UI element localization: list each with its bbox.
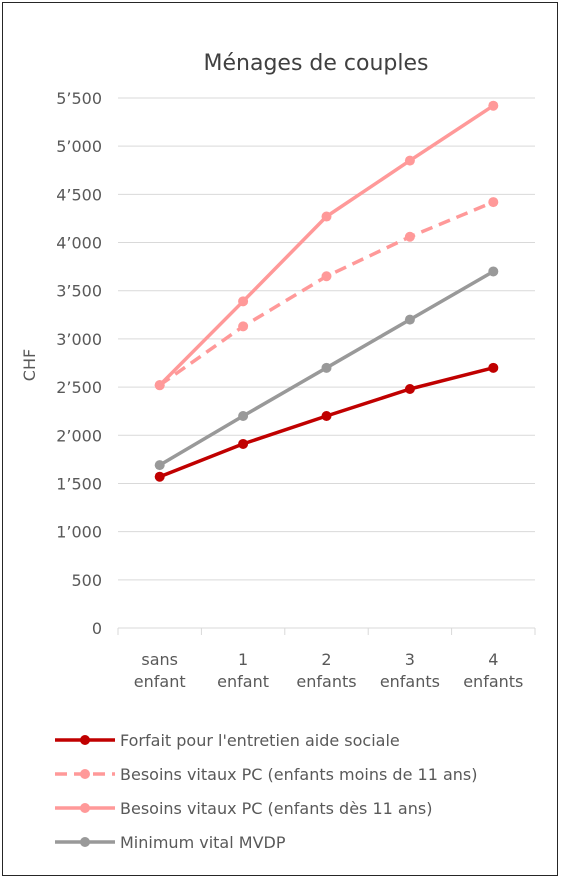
y-tick-label: 500	[71, 571, 102, 590]
y-tick-label: 2’500	[56, 378, 102, 397]
legend-label: Besoins vitaux PC (enfants dès 11 ans)	[120, 799, 432, 818]
y-tick-label: 4’500	[56, 185, 102, 204]
data-point	[322, 212, 332, 222]
y-tick-label: 2’000	[56, 426, 102, 445]
data-point	[238, 321, 248, 331]
data-point	[155, 380, 165, 390]
legend-swatch-marker	[80, 735, 90, 745]
x-tick-label: sans enfant	[134, 650, 186, 691]
data-point	[155, 460, 165, 470]
legend-item-3: Besoins vitaux PC (enfants dès 11 ans)	[55, 799, 432, 818]
data-point	[488, 363, 498, 373]
y-tick-label: 1’000	[56, 523, 102, 542]
data-point	[405, 232, 415, 242]
data-point	[488, 101, 498, 111]
data-point	[238, 439, 248, 449]
series-line	[160, 202, 494, 385]
legend-label: Forfait pour l'entretien aide sociale	[120, 731, 400, 750]
series-2	[155, 197, 499, 390]
data-point	[405, 384, 415, 394]
data-point	[155, 472, 165, 482]
y-tick-label: 0	[92, 619, 102, 638]
y-tick-label: 5’000	[56, 137, 102, 156]
legend-item-4: Minimum vital MVDP	[55, 833, 286, 852]
y-axis-label: CHF	[20, 349, 39, 381]
legend-item-2: Besoins vitaux PC (enfants moins de 11 a…	[55, 765, 477, 784]
series-1	[155, 363, 499, 482]
y-tick-label: 3’500	[56, 282, 102, 301]
x-tick-label: 1 enfant	[217, 650, 269, 691]
data-point	[488, 266, 498, 276]
legend: Forfait pour l'entretien aide sociale Bes…	[55, 731, 477, 852]
y-tick-labels: 0 500 1’000 1’500 2’000 2’500 3’000 3’500 4’000 4…	[56, 89, 102, 638]
data-point	[488, 197, 498, 207]
series-3	[155, 101, 499, 390]
legend-label: Besoins vitaux PC (enfants moins de 11 a…	[120, 765, 477, 784]
x-tick-labels: sans enfant 1 enfant 2 enfants 3 enfants 4 enfant…	[134, 650, 524, 691]
series-line	[160, 368, 494, 477]
data-point	[405, 156, 415, 166]
data-point	[238, 296, 248, 306]
data-point	[322, 411, 332, 421]
x-tick-label: 4 enfants	[463, 650, 523, 691]
chart-title: Ménages de couples	[204, 51, 429, 76]
legend-swatch-marker	[80, 803, 90, 813]
series-4	[155, 266, 499, 470]
legend-swatch-marker	[80, 837, 90, 847]
data-point	[405, 315, 415, 325]
legend-item-1: Forfait pour l'entretien aide sociale	[55, 731, 400, 750]
legend-label: Minimum vital MVDP	[120, 833, 286, 852]
data-point	[238, 411, 248, 421]
x-tick-label: 2 enfants	[296, 650, 356, 691]
x-tick-label: 3 enfants	[380, 650, 440, 691]
data-point	[322, 363, 332, 373]
legend-swatch-marker	[80, 769, 90, 779]
y-tick-label: 5’500	[56, 89, 102, 108]
y-tick-label: 3’000	[56, 330, 102, 349]
gridlines	[118, 98, 535, 580]
y-tick-label: 1’500	[56, 474, 102, 493]
series-line	[160, 106, 494, 386]
y-tick-label: 4’000	[56, 234, 102, 253]
x-axis	[118, 628, 535, 635]
data-point	[322, 271, 332, 281]
